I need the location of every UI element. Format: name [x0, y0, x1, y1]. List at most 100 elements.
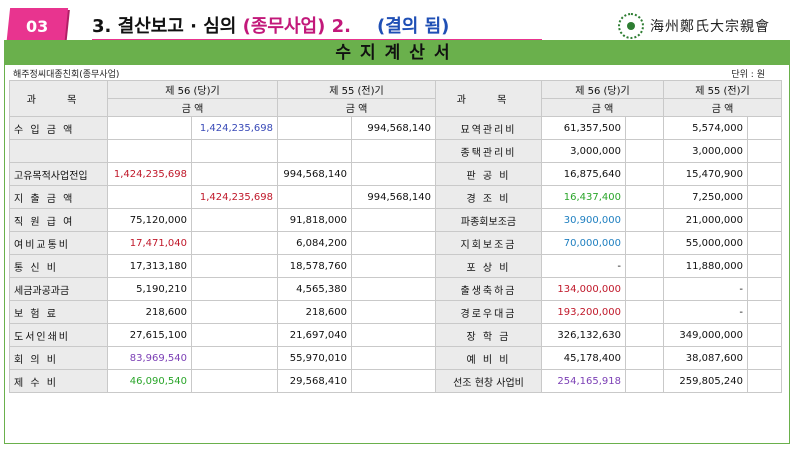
- prev-total: [747, 346, 782, 370]
- prev-total: [747, 139, 782, 163]
- current-total: [625, 231, 664, 255]
- current-detail: 17,471,040: [107, 231, 192, 255]
- row-label: 지회보조금: [435, 231, 542, 255]
- table-row: 직 원 급 여 75,120,000 91,818,000 파종회보조금 30,900,…: [9, 208, 782, 232]
- current-detail: 45,178,400: [541, 346, 626, 370]
- current-total: [625, 139, 664, 163]
- table-row: 종택관리비 3,000,000 3,000,000: [9, 139, 782, 163]
- seal-icon: [618, 13, 644, 39]
- prev-total: [351, 369, 436, 393]
- current-total: [625, 346, 664, 370]
- current-total: [625, 323, 664, 347]
- prev-total: 994,568,140: [351, 185, 436, 209]
- current-total: [191, 231, 278, 255]
- col-amount: 금 액: [663, 98, 782, 117]
- current-total: [191, 300, 278, 324]
- prev-total: 994,568,140: [351, 116, 436, 140]
- current-total: [191, 369, 278, 393]
- row-label: 통 신 비: [9, 254, 108, 278]
- prev-total: [351, 346, 436, 370]
- col-amount: 금 액: [277, 98, 436, 117]
- row-label: 보 험 료: [9, 300, 108, 324]
- org-logo: 海州鄭氏大宗親會: [618, 12, 770, 40]
- unit-caption: 단위 : 원: [731, 70, 765, 80]
- prev-total: [747, 254, 782, 278]
- prev-detail: 21,697,040: [277, 323, 352, 347]
- table-row: 도서인쇄비 27,615,100 21,697,040 장 학 금 326,132,63…: [9, 323, 782, 347]
- col-amount: 금 액: [541, 98, 664, 117]
- prev-total: [351, 208, 436, 232]
- prev-detail: 15,470,900: [663, 162, 748, 186]
- table-row: 여비교통비 17,471,040 6,084,200 지회보조금 70,000,000 5…: [9, 231, 782, 255]
- row-label: 경로우대금: [435, 300, 542, 324]
- prev-detail: 349,000,000: [663, 323, 748, 347]
- current-total: [625, 369, 664, 393]
- prev-detail: [277, 116, 352, 140]
- prev-detail: -: [663, 277, 748, 301]
- current-detail: 46,090,540: [107, 369, 192, 393]
- row-label: 장 학 금: [435, 323, 542, 347]
- prev-detail: 5,574,000: [663, 116, 748, 140]
- current-detail: 75,120,000: [107, 208, 192, 232]
- prev-detail: [277, 139, 352, 163]
- current-total: [625, 254, 664, 278]
- prev-detail: 21,000,000: [663, 208, 748, 232]
- prev-total: [351, 162, 436, 186]
- col-amount: 금 액: [107, 98, 278, 117]
- prev-total: [747, 277, 782, 301]
- row-label: 선조 현창 사업비: [435, 369, 542, 393]
- title-bar: [5, 41, 789, 65]
- col-item-left: 과 목: [9, 80, 108, 117]
- table-row: 지 출 금 액 1,424,235,698 994,568,140 경 조 비 16,4…: [9, 185, 782, 209]
- row-label: 경 조 비: [435, 185, 542, 209]
- prev-detail: 3,000,000: [663, 139, 748, 163]
- row-label: 세금과공과금: [9, 277, 108, 301]
- prev-total: [351, 277, 436, 301]
- prev-total: [351, 323, 436, 347]
- prev-detail: [277, 185, 352, 209]
- prev-detail: 29,568,410: [277, 369, 352, 393]
- row-label: 종택관리비: [435, 139, 542, 163]
- org-caption: 해주정씨대종친회(종무사업): [13, 70, 120, 80]
- row-label: 묘역관리비: [435, 116, 542, 140]
- col-current-right: 제 56 (당)기: [541, 80, 664, 99]
- current-total: [191, 346, 278, 370]
- row-label: 수 입 금 액: [9, 116, 108, 140]
- prev-detail: 7,250,000: [663, 185, 748, 209]
- prev-detail: 38,087,600: [663, 346, 748, 370]
- col-prev-left: 제 55 (전)기: [277, 80, 436, 99]
- prev-detail: 11,880,000: [663, 254, 748, 278]
- prev-total: [351, 231, 436, 255]
- current-detail: 134,000,000: [541, 277, 626, 301]
- current-total: 1,424,235,698: [191, 185, 278, 209]
- current-detail: 193,200,000: [541, 300, 626, 324]
- page-title: 3. 결산보고 · 심의 (종무사업) 2. (결의 됨): [92, 16, 450, 37]
- prev-detail: 55,000,000: [663, 231, 748, 255]
- row-label: 제 수 비: [9, 369, 108, 393]
- prev-detail: 55,970,010: [277, 346, 352, 370]
- table-row: 수 입 금 액 1,424,235,698 994,568,140 묘역관리비 61,3…: [9, 116, 782, 140]
- current-detail: 218,600: [107, 300, 192, 324]
- row-label: 여비교통비: [9, 231, 108, 255]
- prev-total: [747, 185, 782, 209]
- current-total: 1,424,235,698: [191, 116, 278, 140]
- prev-detail: 91,818,000: [277, 208, 352, 232]
- row-label: [9, 139, 108, 163]
- row-label: 직 원 급 여: [9, 208, 108, 232]
- prev-detail: 218,600: [277, 300, 352, 324]
- current-detail: 83,969,540: [107, 346, 192, 370]
- table-row: 회 의 비 83,969,540 55,970,010 예 비 비 45,178,400…: [9, 346, 782, 370]
- title-paren: (종무사업) 2.: [242, 16, 351, 37]
- prev-total: [747, 323, 782, 347]
- row-label: 도서인쇄비: [9, 323, 108, 347]
- current-detail: 70,000,000: [541, 231, 626, 255]
- current-detail: 5,190,210: [107, 277, 192, 301]
- row-label: 예 비 비: [435, 346, 542, 370]
- prev-detail: 994,568,140: [277, 162, 352, 186]
- current-total: [625, 300, 664, 324]
- prev-total: [351, 139, 436, 163]
- row-label: 회 의 비: [9, 346, 108, 370]
- col-prev-right: 제 55 (전)기: [663, 80, 782, 99]
- prev-detail: 259,805,240: [663, 369, 748, 393]
- prev-total: [747, 369, 782, 393]
